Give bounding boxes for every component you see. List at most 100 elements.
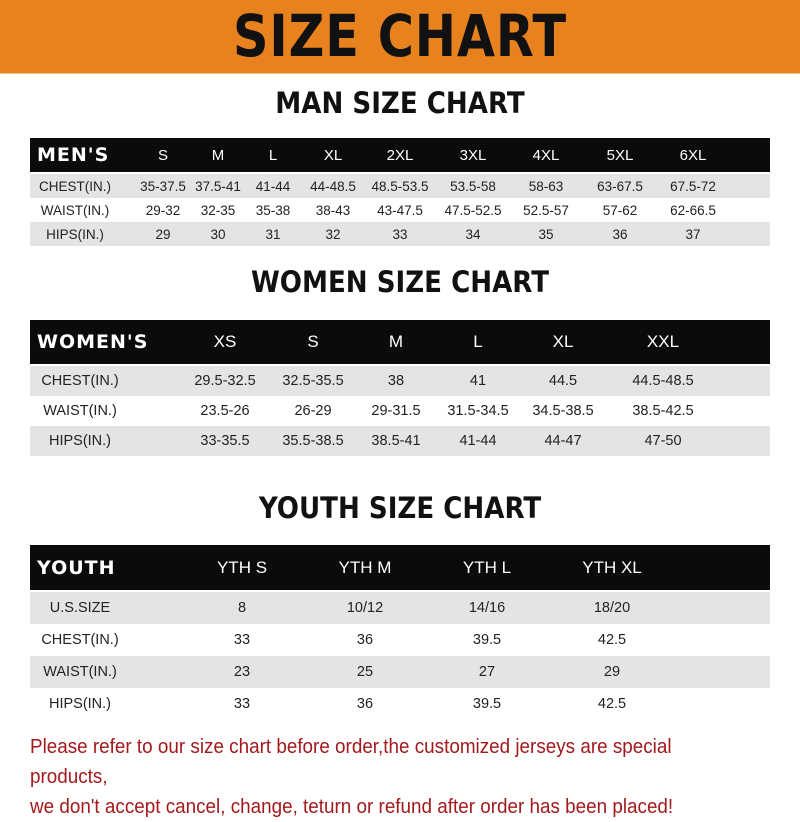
table-cell: 52.5-57 (523, 202, 569, 218)
table-cell: 47-50 (644, 433, 682, 449)
size-header: L (268, 146, 278, 164)
table-cell: 18/20 (593, 600, 631, 616)
table-cell: 30 (210, 226, 226, 242)
table-cell: 47.5-52.5 (444, 202, 502, 218)
table-cell: 48.5-53.5 (371, 178, 429, 194)
table-cell: 42.5 (597, 632, 627, 648)
table-cell: 38.5-42.5 (632, 403, 694, 419)
measurement-label: WAIST(IN.) (43, 403, 117, 419)
size-chart-banner: SIZE CHART (0, 0, 800, 74)
size-header: L (473, 332, 483, 351)
measurement-label: CHEST(IN.) (39, 178, 111, 194)
table-cell: 41 (469, 373, 487, 389)
table-row: WAIST(IN.) 23 25 27 29 (30, 656, 770, 688)
table-cell: 53.5-58 (450, 178, 496, 194)
table-cell: 35 (538, 226, 554, 242)
size-header: XS (213, 332, 237, 351)
table-cell: 33-35.5 (200, 433, 250, 449)
table-cell: 58-63 (528, 178, 564, 194)
size-header: XL (552, 332, 574, 351)
measurement-label: CHEST(IN.) (41, 373, 119, 389)
table-row: CHEST(IN.) 29.5-32.5 32.5-35.5 38 41 44.5 44.5… (30, 366, 770, 396)
table-cell: 41-44 (459, 433, 497, 449)
measurement-label: WAIST(IN.) (40, 202, 110, 218)
table-row: HIPS(IN.) 33 36 39.5 42.5 (30, 688, 770, 720)
table-cell: 39.5 (472, 696, 502, 712)
order-notice-line-2: we don't accept cancel, change, teturn o… (30, 795, 674, 818)
table-cell: 14/16 (468, 600, 506, 616)
table-cell: 29 (155, 226, 171, 242)
table-cell: 34.5-38.5 (532, 403, 594, 419)
table-cell: 25 (356, 664, 374, 680)
table-cell: 43-47.5 (377, 202, 423, 218)
measurement-label: CHEST(IN.) (41, 632, 119, 648)
table-row: HIPS(IN.) 29 30 31 32 33 34 35 36 37 (30, 222, 770, 246)
measurement-label: WAIST(IN.) (43, 664, 117, 680)
category-header: YOUTH (37, 556, 116, 579)
size-header: 5XL (606, 146, 634, 164)
table-cell: 10/12 (346, 600, 384, 616)
category-header: WOMEN'S (37, 331, 149, 353)
table-cell: 44-48.5 (310, 178, 356, 194)
size-header: YTH L (462, 557, 512, 577)
table-cell: 57-62 (602, 202, 638, 218)
size-header: M (388, 332, 404, 351)
table-cell: 44.5-48.5 (632, 373, 694, 389)
table-cell: 38.5-41 (371, 433, 421, 449)
size-header: 6XL (679, 146, 707, 164)
table-cell: 32.5-35.5 (282, 373, 344, 389)
table-cell: 32-35 (200, 202, 236, 218)
table-cell: 36 (612, 226, 628, 242)
table-row: CHEST(IN.) 33 36 39.5 42.5 (30, 624, 770, 656)
size-header: M (211, 146, 225, 164)
table-cell: 33 (233, 696, 251, 712)
table-cell: 23 (233, 664, 251, 680)
table-cell: 38 (387, 373, 405, 389)
table-cell: 35-38 (255, 202, 291, 218)
order-notice: Please refer to our size chart before or… (30, 732, 729, 822)
measurement-label: HIPS(IN.) (48, 696, 112, 712)
size-header: YTH M (338, 557, 392, 577)
table-cell: 31.5-34.5 (447, 403, 509, 419)
table-cell: 67.5-72 (670, 178, 716, 194)
men-size-table: MEN'S S M L XL 2XL 3XL 4XL 5XL 6XL CHEST(IN.) 35-37… (30, 138, 770, 246)
size-header: YTH XL (582, 557, 642, 577)
table-cell: 38-43 (315, 202, 351, 218)
table-cell: 33 (392, 226, 408, 242)
table-cell: 41-44 (255, 178, 291, 194)
table-row: HIPS(IN.) 33-35.5 35.5-38.5 38.5-41 41-44 44-… (30, 426, 770, 456)
table-cell: 33 (233, 632, 251, 648)
table-cell: 23.5-26 (200, 403, 250, 419)
men-header-row: MEN'S S M L XL 2XL 3XL 4XL 5XL 6XL (30, 138, 770, 172)
table-cell: 26-29 (294, 403, 332, 419)
table-cell: 39.5 (472, 632, 502, 648)
youth-size-table: YOUTH YTH S YTH M YTH L YTH XL U.S.SIZE 8 10/12… (30, 545, 770, 720)
table-cell: 42.5 (597, 696, 627, 712)
table-cell: 29.5-32.5 (194, 373, 256, 389)
table-cell: 62-66.5 (670, 202, 716, 218)
table-cell: 37.5-41 (195, 178, 241, 194)
banner-title: SIZE CHART (233, 2, 567, 70)
category-header: MEN'S (37, 144, 110, 166)
table-cell: 36 (356, 696, 374, 712)
table-cell: 32 (325, 226, 341, 242)
measurement-label: U.S.SIZE (49, 600, 111, 616)
size-header: 4XL (532, 146, 560, 164)
order-notice-line-1: Please refer to our size chart before or… (30, 735, 672, 788)
table-cell: 36 (356, 632, 374, 648)
women-size-table: WOMEN'S XS S M L XL XXL CHEST(IN.) 29.5-32.5 32.5… (30, 320, 770, 456)
table-cell: 27 (478, 664, 496, 680)
table-row: CHEST(IN.) 35-37.5 37.5-41 41-44 44-48.5 48.5… (30, 174, 770, 198)
youth-section-title: YOUTH SIZE CHART (258, 491, 542, 525)
size-header: XL (323, 146, 343, 164)
table-cell: 44-47 (544, 433, 582, 449)
table-cell: 29-31.5 (371, 403, 421, 419)
table-cell: 35-37.5 (140, 178, 186, 194)
table-cell: 29-32 (145, 202, 181, 218)
table-row: WAIST(IN.) 23.5-26 26-29 29-31.5 31.5-34.5 34… (30, 396, 770, 426)
size-header: S (307, 332, 319, 351)
measurement-label: HIPS(IN.) (46, 226, 104, 242)
table-cell: 31 (265, 226, 281, 242)
youth-header-row: YOUTH YTH S YTH M YTH L YTH XL (30, 545, 770, 590)
size-header: YTH S (216, 557, 268, 577)
